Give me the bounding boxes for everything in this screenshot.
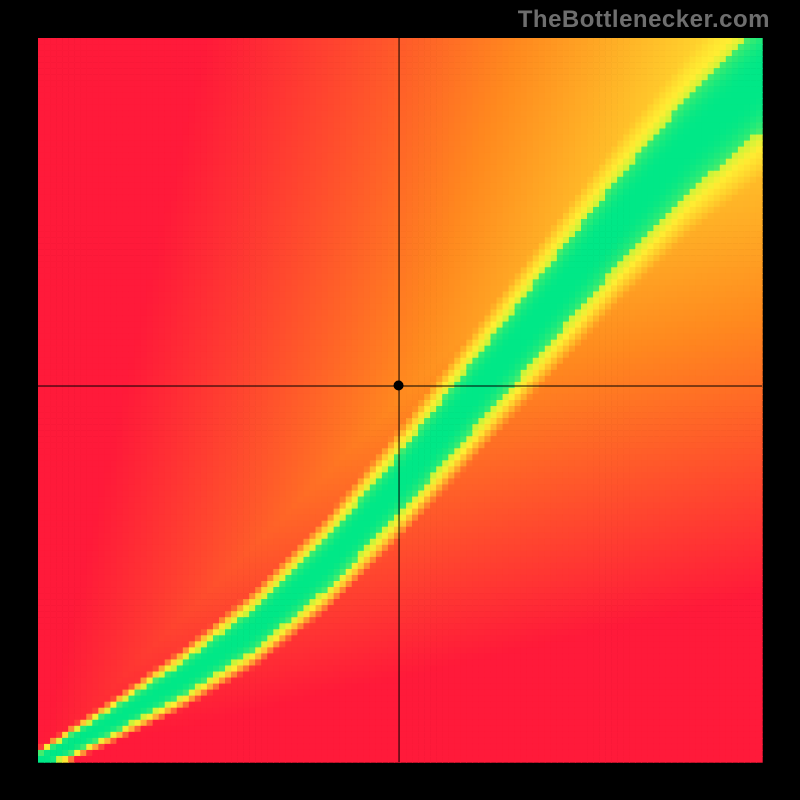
- chart-container: { "type": "heatmap", "source_watermark":…: [0, 0, 800, 800]
- watermark-text: TheBottlenecker.com: [518, 6, 770, 34]
- bottleneck-heatmap: [0, 0, 800, 800]
